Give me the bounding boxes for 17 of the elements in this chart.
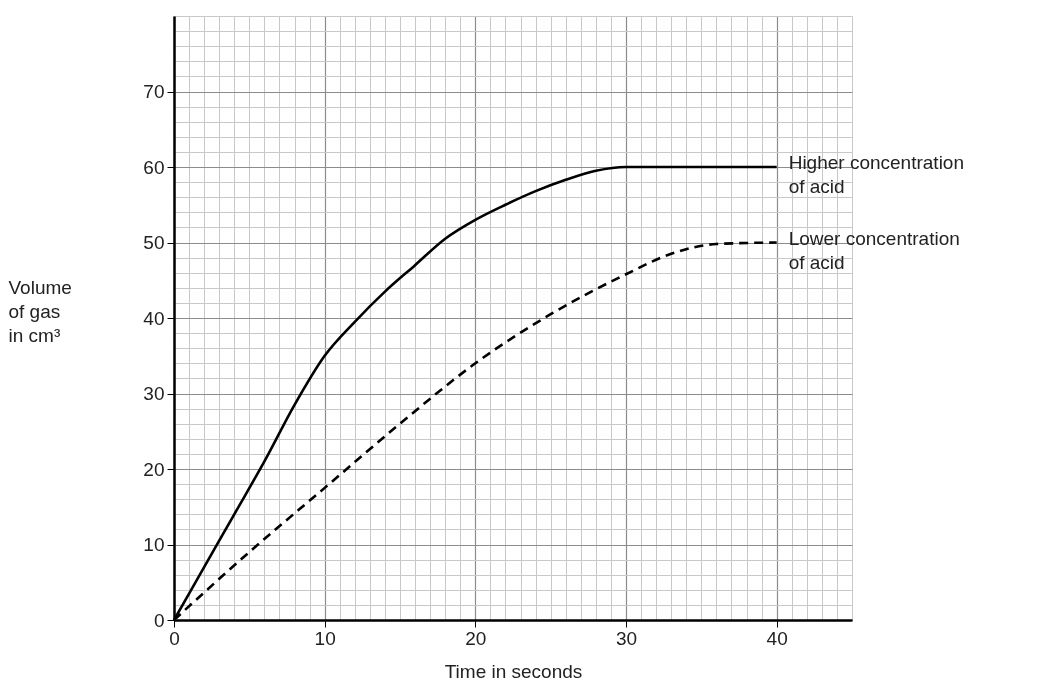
y-tick-label: 20 [143,458,165,480]
x-tick-label: 20 [465,627,487,649]
x-tick-label: 40 [766,627,788,649]
x-axis-title: Time in seconds [444,660,583,682]
series-label: Lower concentration of acid [788,227,960,273]
y-tick-label: 70 [143,81,165,102]
y-tick-label: 30 [143,383,165,404]
y-tick-label: 10 [143,534,165,555]
series-label: Higher concentration of acid [788,152,964,197]
y-tick-label: 60 [143,156,165,178]
y-tick-label: 50 [143,232,165,253]
y-tick-label: 0 [153,609,165,631]
x-tick-label: 0 [169,627,180,649]
y-tick-label: 40 [143,307,165,329]
x-tick-label: 10 [314,627,336,649]
x-tick-label: 30 [615,627,638,649]
y-axis-title: Volume of gas in cm³ [8,276,72,346]
